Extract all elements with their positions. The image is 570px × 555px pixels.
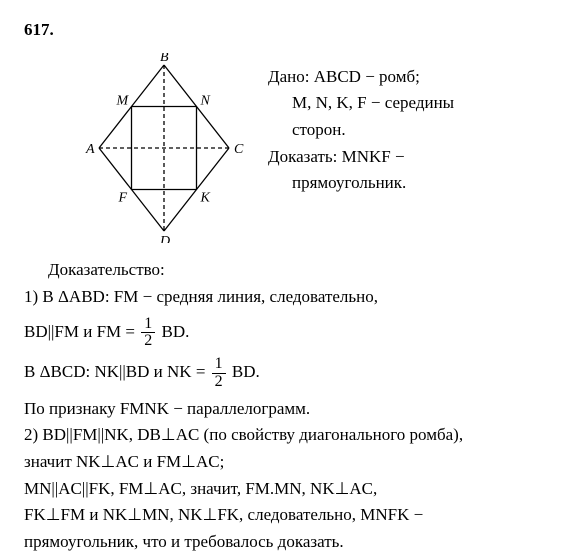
rhombus-diagram: A B C D M N K F (84, 53, 244, 243)
prove-line: Доказать: MNKF − (268, 145, 546, 170)
text: В ΔBCD: NK||BD и NK = (24, 362, 210, 381)
svg-text:K: K (200, 190, 211, 205)
proof-title: Доказательство: (24, 258, 546, 283)
proof-line: 2) BD||FM||NK, DB⊥AC (по свойству диагон… (24, 423, 546, 448)
svg-text:F: F (118, 190, 128, 205)
proof-line: В ΔBCD: NK||BD и NK = 1 2 BD. (24, 356, 546, 391)
prove-line: прямоугольник. (268, 171, 546, 196)
proof-line: значит NK⊥AC и FM⊥AC; (24, 450, 546, 475)
svg-text:D: D (159, 234, 170, 243)
given-line: сторон. (268, 118, 546, 143)
proof-line: 1) В ΔABD: FM − средняя линия, следовате… (24, 285, 546, 310)
proof-line: BD||FM и FM = 1 2 BD. (24, 316, 546, 351)
text: BD||FM и FM = (24, 322, 139, 341)
svg-text:B: B (160, 53, 169, 65)
text: BD. (162, 322, 190, 341)
numerator: 1 (141, 316, 155, 334)
svg-text:A: A (85, 142, 95, 157)
svg-text:C: C (234, 142, 244, 157)
fraction: 1 2 (212, 356, 226, 391)
numerator: 1 (212, 356, 226, 374)
svg-text:N: N (200, 93, 211, 108)
proof-line: MN||AC||FK, FM⊥AC, значит, FM.MN, NK⊥AC, (24, 477, 546, 502)
problem-number: 617. (24, 18, 546, 43)
proof-line: FK⊥FM и NK⊥MN, NK⊥FK, следовательно, MNF… (24, 503, 546, 528)
svg-text:M: M (116, 93, 130, 108)
text: BD. (232, 362, 260, 381)
denominator: 2 (141, 333, 155, 350)
given-block: Дано: ABCD − ромб; M, N, K, F − середины… (268, 53, 546, 198)
proof-line: По признаку FMNK − параллелограмм. (24, 397, 546, 422)
given-line: M, N, K, F − середины (268, 91, 546, 116)
denominator: 2 (212, 374, 226, 391)
diagram: A B C D M N K F (24, 53, 244, 251)
given-line: Дано: ABCD − ромб; (268, 65, 546, 90)
fraction: 1 2 (141, 316, 155, 351)
top-row: A B C D M N K F Дано: ABCD − ромб; M, N, K, F −… (24, 53, 546, 251)
